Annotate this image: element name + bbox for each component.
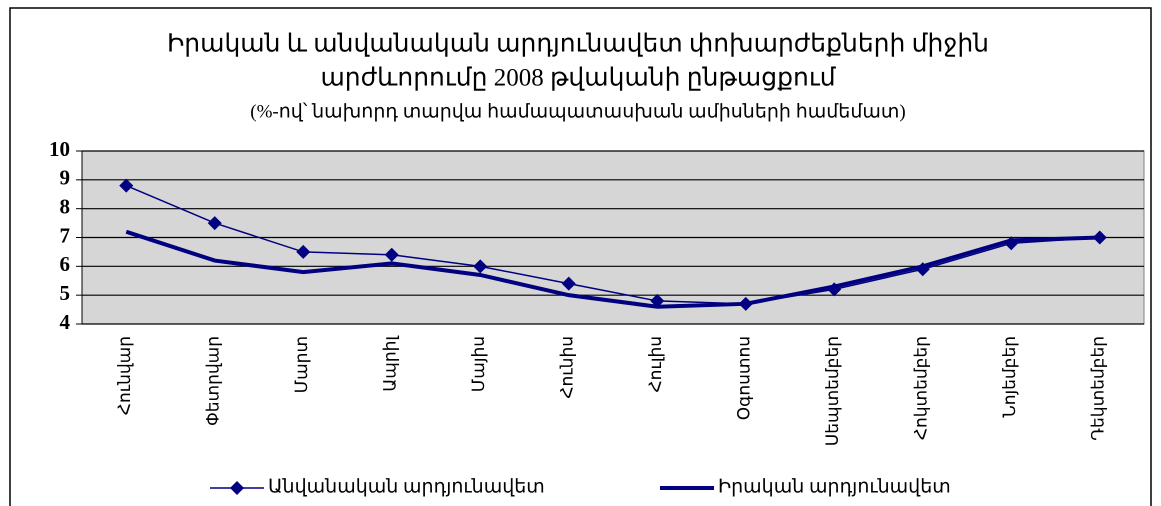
y-tick-label: 8: [60, 194, 71, 218]
x-tick-label: Նոյեմբեր: [1000, 336, 1019, 418]
x-tick-label: Հոկտեմբեր: [912, 336, 931, 440]
chart-title: Իրական և անվանական արդյունավետ փոխարժեքն…: [167, 31, 989, 58]
y-tick-label: 10: [49, 137, 70, 161]
series-line: [125, 229, 1100, 309]
x-tick-label: Հունիս: [558, 336, 577, 399]
marker: [119, 178, 134, 193]
y-tick-label: 6: [60, 252, 71, 276]
chart-title: արժևորումը 2008 թվականի ընթացքում: [320, 65, 836, 92]
x-tick-label: Փետրվար: [204, 336, 223, 426]
x-tick-label: Սեպտեմբեր: [823, 336, 842, 446]
x-tick-label: Մայիս: [469, 336, 488, 392]
x-tick-label: Ապրիլ: [381, 335, 400, 392]
marker: [473, 259, 488, 274]
marker: [207, 216, 222, 231]
y-tick-label: 4: [60, 310, 71, 334]
legend-label: Իրական արդյունավետ: [718, 476, 951, 497]
legend-label: Անվանական արդյունավետ: [268, 476, 545, 497]
y-tick-label: 7: [60, 223, 71, 247]
marker: [561, 276, 576, 291]
x-tick-label: Մարտ: [292, 336, 311, 393]
y-tick-label: 5: [60, 281, 71, 305]
x-tick-label: Հուլիս: [646, 336, 665, 393]
marker: [296, 244, 311, 259]
marker: [384, 247, 399, 262]
x-tick-label: Օգոստոս: [735, 336, 754, 420]
legend-marker: [230, 481, 244, 495]
x-tick-label: Դեկտեմբեր: [1089, 336, 1108, 441]
chart-subtitle: (%-ով՝ նախորդ տարվա համապատասխան ամիսներ…: [250, 101, 905, 122]
series-line: [125, 184, 1100, 305]
x-tick-label: Հունվար: [115, 336, 134, 415]
y-tick-label: 9: [60, 166, 71, 190]
